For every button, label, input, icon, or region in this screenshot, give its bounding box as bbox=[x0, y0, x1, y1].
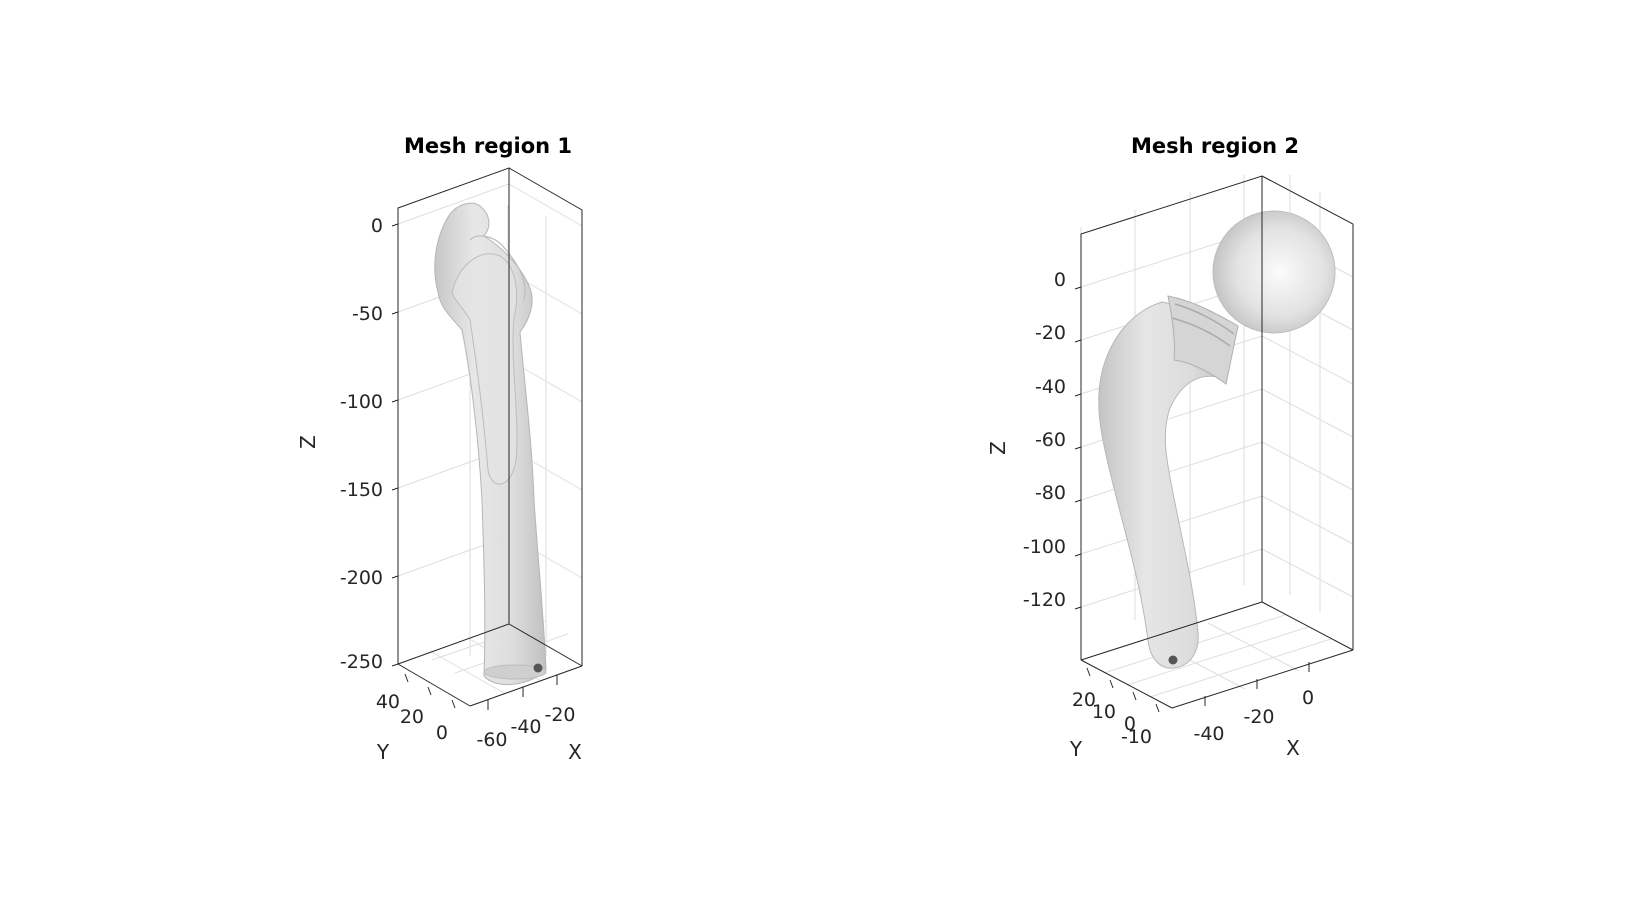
y-tick-label: 40 bbox=[376, 691, 400, 713]
z-tick-label: 0 bbox=[1054, 269, 1066, 291]
panel-2-x-ticks: -40 -20 0 bbox=[1193, 662, 1314, 745]
y-tick-label: 20 bbox=[1072, 689, 1096, 711]
z-tick-label: -100 bbox=[340, 391, 383, 413]
panel-1-marker bbox=[533, 663, 543, 673]
z-tick-label: 0 bbox=[371, 215, 383, 237]
y-tick-label: 0 bbox=[1124, 713, 1136, 735]
panel-2-marker bbox=[1168, 655, 1178, 665]
panel-2-x-axis-label: X bbox=[1286, 736, 1300, 760]
panel-2-z-ticks: 0 -20 -40 -60 -80 -100 -120 bbox=[1023, 269, 1082, 611]
z-tick-label: -20 bbox=[1035, 322, 1066, 344]
y-tick-label: 0 bbox=[436, 722, 448, 744]
x-tick-label: -20 bbox=[1243, 706, 1274, 728]
z-tick-label: -120 bbox=[1023, 589, 1066, 611]
panel-1-title: Mesh region 1 bbox=[403, 134, 573, 158]
z-tick-label: -200 bbox=[340, 567, 383, 589]
z-tick-label: -60 bbox=[1035, 429, 1066, 451]
x-tick-label: 0 bbox=[1302, 687, 1314, 709]
panel-1-axes: 0 -50 -100 -150 -200 -250 40 20 0 bbox=[296, 167, 583, 764]
y-tick-label: 10 bbox=[1092, 701, 1116, 723]
panel-1-z-ticks: 0 -50 -100 -150 -200 -250 bbox=[340, 215, 399, 673]
panel-2-axes: 0 -20 -40 -60 -80 -100 -120 20 10 0 -10 bbox=[986, 175, 1354, 761]
panel-2-y-axis-label: Y bbox=[1069, 737, 1083, 761]
x-tick-label: -60 bbox=[476, 729, 507, 751]
z-tick-label: -100 bbox=[1023, 536, 1066, 558]
x-tick-label: -20 bbox=[544, 704, 575, 726]
x-tick-label: -40 bbox=[510, 716, 541, 738]
panel-1-x-ticks: -60 -40 -20 bbox=[476, 675, 576, 751]
panel-2-title: Mesh region 2 bbox=[1130, 134, 1300, 158]
z-tick-label: -40 bbox=[1035, 376, 1066, 398]
panel-1-box bbox=[397, 167, 583, 707]
y-tick-label: 20 bbox=[400, 706, 424, 728]
panel-2-y-ticks: 20 10 0 -10 bbox=[1072, 667, 1160, 748]
panel-1-z-axis-label: Z bbox=[296, 435, 320, 449]
panel-2-z-axis-label: Z bbox=[986, 441, 1010, 455]
z-tick-label: -50 bbox=[352, 303, 383, 325]
panel-1-mesh bbox=[434, 202, 547, 686]
panel-1-y-axis-label: Y bbox=[376, 740, 390, 764]
panel-1-y-ticks: 40 20 0 bbox=[376, 673, 456, 744]
z-tick-label: -80 bbox=[1035, 482, 1066, 504]
y-tick-label: -10 bbox=[1121, 726, 1152, 748]
x-tick-label: -40 bbox=[1193, 723, 1224, 745]
z-tick-label: -250 bbox=[340, 651, 383, 673]
panel-1-x-axis-label: X bbox=[568, 740, 582, 764]
femoral-head-ball bbox=[1212, 210, 1336, 334]
panel-2-mesh bbox=[1098, 210, 1336, 669]
z-tick-label: -150 bbox=[340, 479, 383, 501]
